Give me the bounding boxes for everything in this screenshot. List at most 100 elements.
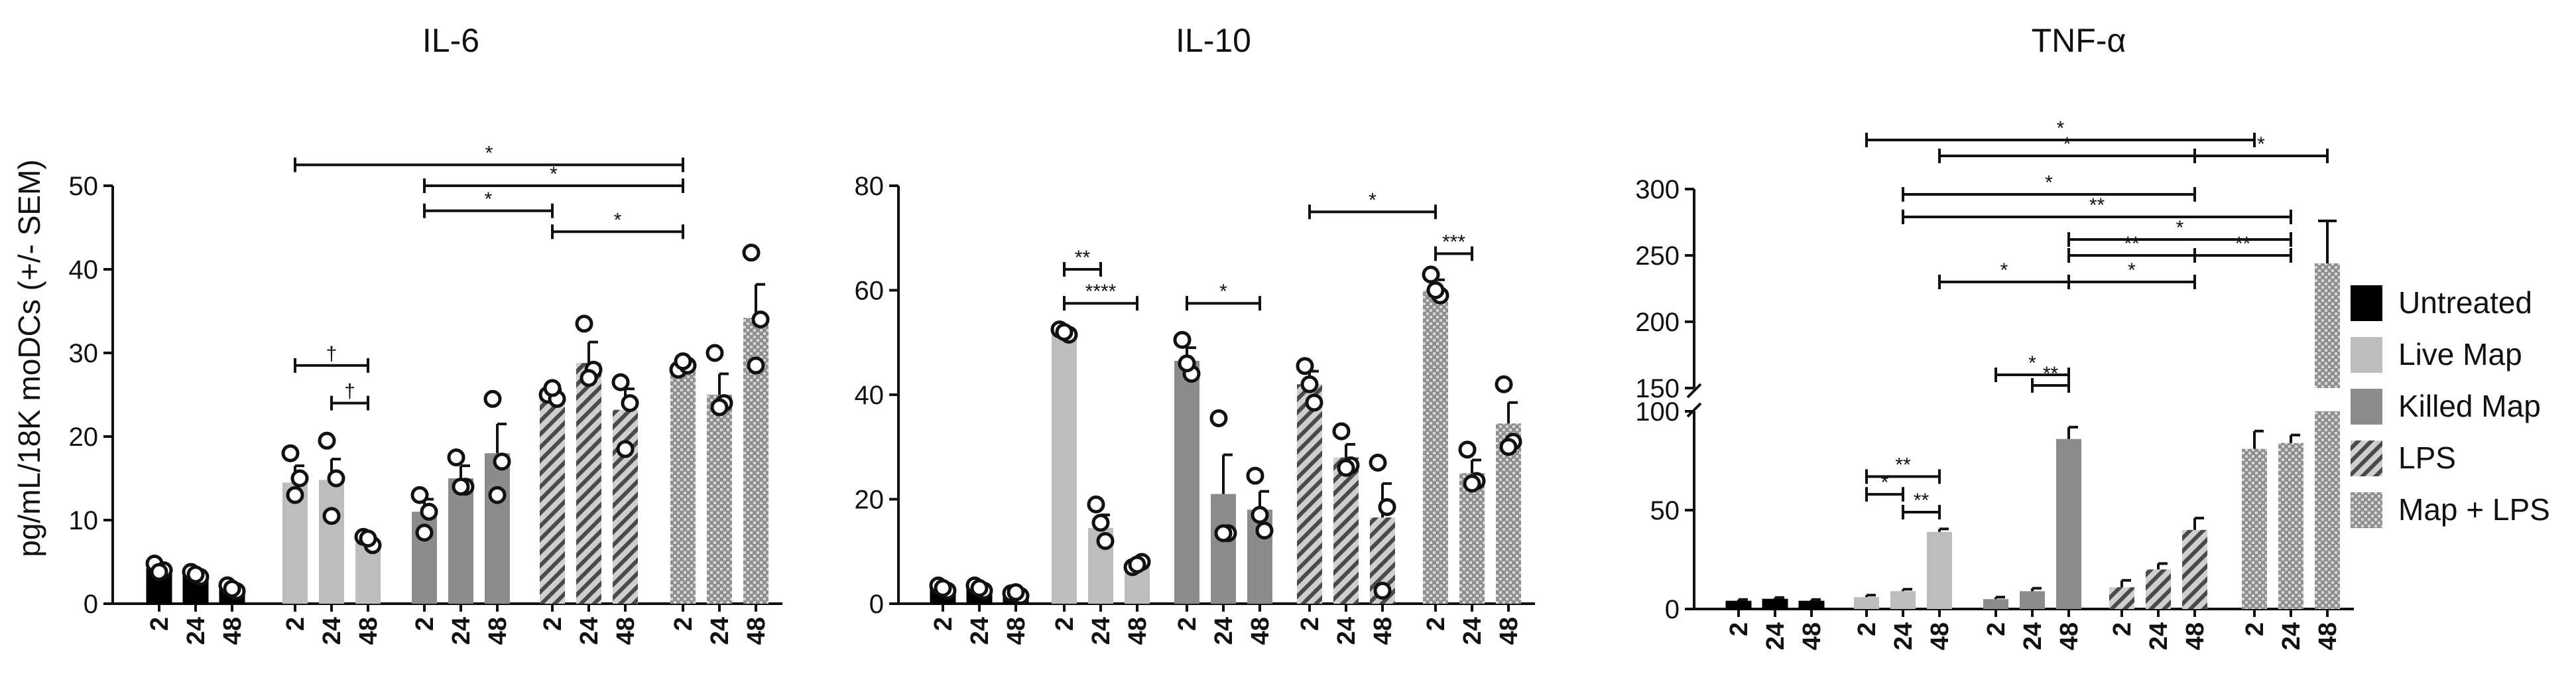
data-point xyxy=(934,578,952,597)
bar xyxy=(1423,290,1448,604)
data-point xyxy=(1458,441,1477,459)
data-point xyxy=(970,578,989,597)
y-tick-label: 60 xyxy=(855,277,885,306)
x-tick-label: 2 xyxy=(539,617,567,631)
data-point xyxy=(621,394,639,413)
legend-label: Untreated xyxy=(2398,285,2532,320)
data-point xyxy=(1209,409,1228,427)
x-tick-label: 2 xyxy=(2241,622,2269,636)
y-tick-label: 50 xyxy=(1650,496,1680,525)
x-tick-label: 24 xyxy=(1890,622,1918,650)
data-point xyxy=(1300,375,1319,393)
data-point xyxy=(488,486,507,504)
x-tick-label: 48 xyxy=(1369,617,1397,645)
y-tick-label: 20 xyxy=(69,423,99,452)
data-point xyxy=(1495,375,1513,393)
data-point xyxy=(705,344,724,362)
y-tick-label: 10 xyxy=(69,506,99,535)
y-axis-label: pg/mL/18K moDCs (+/- SEM) xyxy=(12,159,46,557)
significance-label: ** xyxy=(2089,194,2105,216)
data-point xyxy=(186,565,205,584)
bar xyxy=(485,453,510,604)
significance-label: *** xyxy=(1442,231,1465,253)
legend-label: LPS xyxy=(2398,441,2456,475)
significance-label: * xyxy=(2000,259,2008,281)
data-point xyxy=(1251,506,1269,524)
y-tick-label: 150 xyxy=(1635,374,1680,403)
data-point xyxy=(1128,555,1146,574)
x-tick-label: 24 xyxy=(448,617,475,645)
significance-label: * xyxy=(2028,352,2036,374)
significance-label: ** xyxy=(2043,363,2059,385)
bar xyxy=(2056,439,2081,609)
x-tick-label: 48 xyxy=(484,617,512,645)
bar xyxy=(1983,599,2008,609)
bar xyxy=(707,395,732,604)
significance-label: * xyxy=(2057,117,2065,139)
x-tick-label: 48 xyxy=(1003,617,1030,645)
x-tick-label: 48 xyxy=(2181,622,2209,650)
significance-label: ** xyxy=(1075,247,1091,269)
y-tick-label: 50 xyxy=(69,172,99,201)
x-tick-label: 24 xyxy=(1459,617,1487,645)
bar xyxy=(613,409,638,604)
data-point xyxy=(616,440,635,458)
data-point xyxy=(281,444,300,462)
y-tick-label: 30 xyxy=(69,339,99,368)
data-point xyxy=(410,486,429,504)
y-tick-label: 300 xyxy=(1635,175,1680,204)
bar xyxy=(2242,448,2267,609)
y-tick-label: 0 xyxy=(1665,595,1680,624)
bar xyxy=(1459,473,1485,604)
chart-title: TNF-α xyxy=(2032,22,2126,59)
x-tick-label: 48 xyxy=(1495,617,1523,645)
data-point xyxy=(420,502,438,521)
x-tick-label: 2 xyxy=(411,617,439,631)
bar xyxy=(1725,600,1752,610)
x-tick-label: 24 xyxy=(1210,617,1238,645)
chart-title: IL-10 xyxy=(1176,22,1251,59)
data-point xyxy=(1255,521,1274,540)
data-point xyxy=(1426,281,1445,299)
significance-label: * xyxy=(550,163,558,185)
x-tick-label: 2 xyxy=(670,617,698,631)
bar xyxy=(1333,457,1359,604)
x-tick-label: 24 xyxy=(2278,622,2305,650)
legend-swatch xyxy=(2351,441,2382,476)
data-point xyxy=(322,507,341,525)
bar xyxy=(319,480,344,604)
data-point xyxy=(747,356,765,375)
bar xyxy=(1174,360,1199,604)
data-point xyxy=(415,523,434,542)
bar xyxy=(576,363,601,604)
x-tick-label: 2 xyxy=(1725,622,1753,636)
data-point xyxy=(1214,524,1233,543)
legend-label: Map + LPS xyxy=(2398,492,2550,527)
data-point xyxy=(1369,453,1387,472)
x-tick-label: 48 xyxy=(2055,622,2083,650)
significance-label: * xyxy=(1881,472,1889,494)
data-point xyxy=(1337,458,1355,477)
y-tick-label: 0 xyxy=(869,590,884,619)
panel-0: IL-6 0 10 20 30 40 50 2 24 48 2 24 48 2 24 48 2 24 48 2 24 48… xyxy=(69,22,782,645)
bar xyxy=(2315,411,2340,609)
data-point xyxy=(580,369,598,387)
x-tick-label: 48 xyxy=(1124,617,1152,645)
significance-label: * xyxy=(2257,133,2265,155)
x-tick-label: 24 xyxy=(966,617,994,645)
y-tick-label: 20 xyxy=(855,486,885,515)
x-tick-label: 2 xyxy=(1296,617,1324,631)
data-point xyxy=(710,398,729,417)
significance-label: † xyxy=(326,343,337,365)
bar xyxy=(2182,529,2207,609)
x-tick-label: 2 xyxy=(282,617,310,631)
data-point xyxy=(1378,498,1396,516)
significance-label: * xyxy=(2045,172,2053,194)
chart-title: IL-6 xyxy=(422,22,479,59)
y-tick-label: 40 xyxy=(855,381,885,410)
axis-break-mark xyxy=(1686,383,1702,399)
x-tick-label: 2 xyxy=(1174,617,1201,631)
data-point xyxy=(447,448,465,466)
